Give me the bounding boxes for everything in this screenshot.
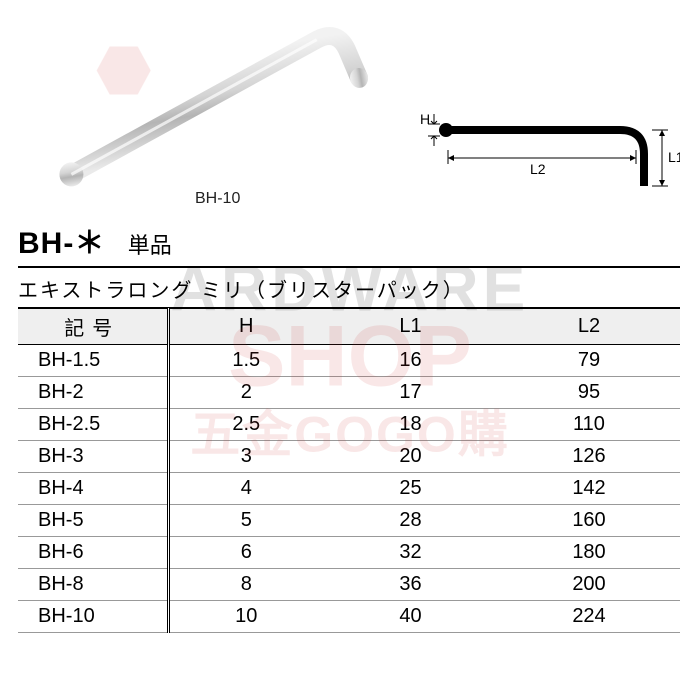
table-row: BH-1.51.51679 <box>18 345 680 377</box>
table-cell: 18 <box>323 409 498 441</box>
hexkey-photo <box>35 5 375 190</box>
spec-table: 記号 H L1 L2 BH-1.51.51679BH-221795BH-2.52… <box>18 308 680 633</box>
table-cell: 95 <box>498 377 680 409</box>
table-cell: 224 <box>498 601 680 633</box>
table-cell: BH-5 <box>18 505 168 537</box>
table-row: BH-6632180 <box>18 537 680 569</box>
table-cell: BH-4 <box>18 473 168 505</box>
table-header-row: 記号 H L1 L2 <box>18 309 680 345</box>
table-cell: 40 <box>323 601 498 633</box>
table-cell: 79 <box>498 345 680 377</box>
table-cell: 28 <box>323 505 498 537</box>
table-row: BH-221795 <box>18 377 680 409</box>
table-cell: BH-6 <box>18 537 168 569</box>
table-cell: 32 <box>323 537 498 569</box>
table-cell: BH-1.5 <box>18 345 168 377</box>
product-title-sub: 単品 <box>128 233 172 258</box>
table-cell: 2.5 <box>168 409 323 441</box>
product-code-title: BH-＊ <box>18 218 105 262</box>
table-cell: 110 <box>498 409 680 441</box>
table-cell: 25 <box>323 473 498 505</box>
table-cell: 2 <box>168 377 323 409</box>
table-cell: 17 <box>323 377 498 409</box>
title-block: BH-＊ 単品 <box>0 218 700 262</box>
table-cell: 180 <box>498 537 680 569</box>
table-cell: 20 <box>323 441 498 473</box>
col-header-l2: L2 <box>498 309 680 345</box>
table-row: BH-101040224 <box>18 601 680 633</box>
photo-caption: BH-10 <box>195 190 240 208</box>
table-cell: 16 <box>323 345 498 377</box>
table-cell: 1.5 <box>168 345 323 377</box>
table-row: BH-3320126 <box>18 441 680 473</box>
table-cell: 126 <box>498 441 680 473</box>
table-row: BH-5528160 <box>18 505 680 537</box>
table-cell: BH-10 <box>18 601 168 633</box>
product-image-area: BH-10 H L2 L1 <box>0 0 700 200</box>
table-cell: 4 <box>168 473 323 505</box>
table-cell: 6 <box>168 537 323 569</box>
title-rule <box>18 266 680 268</box>
table-cell: BH-8 <box>18 569 168 601</box>
table-cell: BH-2.5 <box>18 409 168 441</box>
col-header-h: H <box>168 309 323 345</box>
dim-label-l1: L1 <box>668 149 680 165</box>
table-cell: 3 <box>168 441 323 473</box>
table-row: BH-4425142 <box>18 473 680 505</box>
table-cell: 10 <box>168 601 323 633</box>
table-cell: 8 <box>168 569 323 601</box>
table-cell: 36 <box>323 569 498 601</box>
table-cell: BH-2 <box>18 377 168 409</box>
table-cell: 200 <box>498 569 680 601</box>
product-subtitle: エキストラロング ミリ（ブリスターパック） <box>0 274 700 303</box>
table-row: BH-8836200 <box>18 569 680 601</box>
table-cell: BH-3 <box>18 441 168 473</box>
table-row: BH-2.52.518110 <box>18 409 680 441</box>
col-header-l1: L1 <box>323 309 498 345</box>
table-cell: 5 <box>168 505 323 537</box>
table-cell: 142 <box>498 473 680 505</box>
dimension-diagram: H L2 L1 <box>420 100 680 200</box>
dim-label-l2: L2 <box>530 161 546 177</box>
table-cell: 160 <box>498 505 680 537</box>
col-header-code: 記号 <box>18 309 168 345</box>
dim-label-h: H <box>420 111 430 127</box>
